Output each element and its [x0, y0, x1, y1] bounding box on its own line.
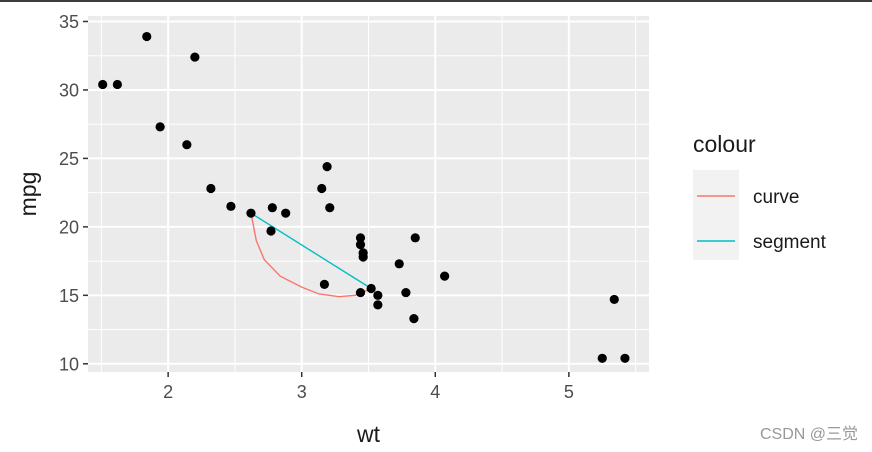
legend: colour curve segment	[693, 131, 827, 260]
data-point	[142, 31, 152, 42]
axis-ticks	[83, 20, 570, 377]
y-tick-label: 35	[59, 12, 79, 32]
legend-label-curve: curve	[753, 187, 799, 208]
data-point	[358, 252, 368, 262]
x-tick-label: 3	[297, 382, 307, 402]
data-point	[355, 287, 366, 298]
data-point	[246, 208, 256, 218]
x-tick-label: 4	[430, 382, 440, 402]
data-point	[355, 233, 366, 243]
data-point	[609, 294, 619, 305]
minor-gridlines	[88, 16, 649, 372]
data-point	[373, 290, 383, 300]
data-point	[190, 52, 200, 62]
data-point	[317, 183, 327, 194]
data-point	[267, 203, 277, 213]
y-tick-label: 30	[59, 80, 79, 100]
y-tick-label: 10	[59, 354, 79, 374]
data-point	[266, 226, 276, 236]
y-tick-label: 20	[59, 217, 79, 237]
legend-keys-background	[693, 170, 739, 260]
data-points	[98, 31, 630, 363]
data-point	[440, 271, 450, 281]
major-gridlines	[88, 16, 649, 372]
data-point	[98, 79, 108, 90]
data-point	[409, 314, 419, 324]
data-point	[366, 283, 376, 294]
data-point	[226, 201, 236, 211]
legend-label-segment: segment	[753, 232, 827, 253]
data-point	[206, 183, 216, 194]
watermark: CSDN @三觉	[759, 426, 858, 443]
data-point	[394, 259, 404, 269]
data-point	[401, 287, 411, 298]
top-border	[0, 0, 872, 2]
data-point	[373, 300, 383, 310]
legend-title: colour	[693, 131, 756, 157]
x-tick-label: 2	[163, 382, 173, 402]
x-axis-title: wt	[356, 421, 381, 447]
data-point	[410, 233, 420, 243]
series-lines	[250, 212, 372, 298]
data-point	[355, 240, 366, 250]
x-tick-label: 5	[564, 382, 574, 402]
data-point	[112, 79, 122, 90]
y-tick-label: 15	[59, 286, 79, 306]
data-point	[597, 353, 607, 363]
data-point	[322, 162, 332, 172]
y-axis-title: mpg	[15, 172, 41, 217]
y-tick-label: 25	[59, 149, 79, 169]
tick-labels: 2 3 4 5 10 15 20 25 30 35	[59, 12, 574, 402]
series-line-segment	[250, 212, 372, 290]
data-point	[155, 122, 165, 132]
data-point	[325, 203, 335, 213]
legend-entries: curve segment	[697, 187, 827, 253]
data-point	[182, 140, 192, 150]
series-line-curve	[250, 213, 372, 298]
data-point	[281, 208, 291, 218]
data-point	[620, 353, 630, 363]
data-point	[319, 279, 330, 289]
